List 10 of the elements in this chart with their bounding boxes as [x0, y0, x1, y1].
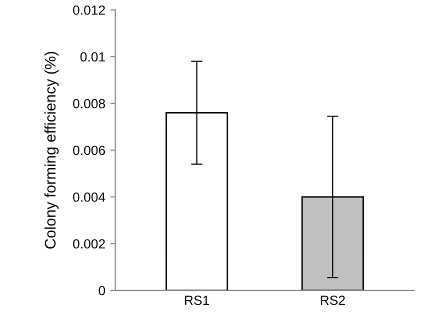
y-axis-title: Colony forming efficiency (%): [44, 52, 59, 249]
x-tick-label: RS1: [185, 296, 209, 305]
y-tick-label: 0.002: [73, 239, 105, 249]
y-tick-label: 0.008: [73, 98, 105, 108]
y-tick-label: 0.004: [73, 192, 106, 202]
y-tick-label: 0: [98, 286, 106, 296]
y-tick-label: 0.006: [73, 146, 105, 156]
y-tick-label: 0.01: [80, 52, 105, 62]
y-tick-label: 0.012: [73, 5, 105, 15]
x-tick-label: RS2: [320, 296, 345, 305]
